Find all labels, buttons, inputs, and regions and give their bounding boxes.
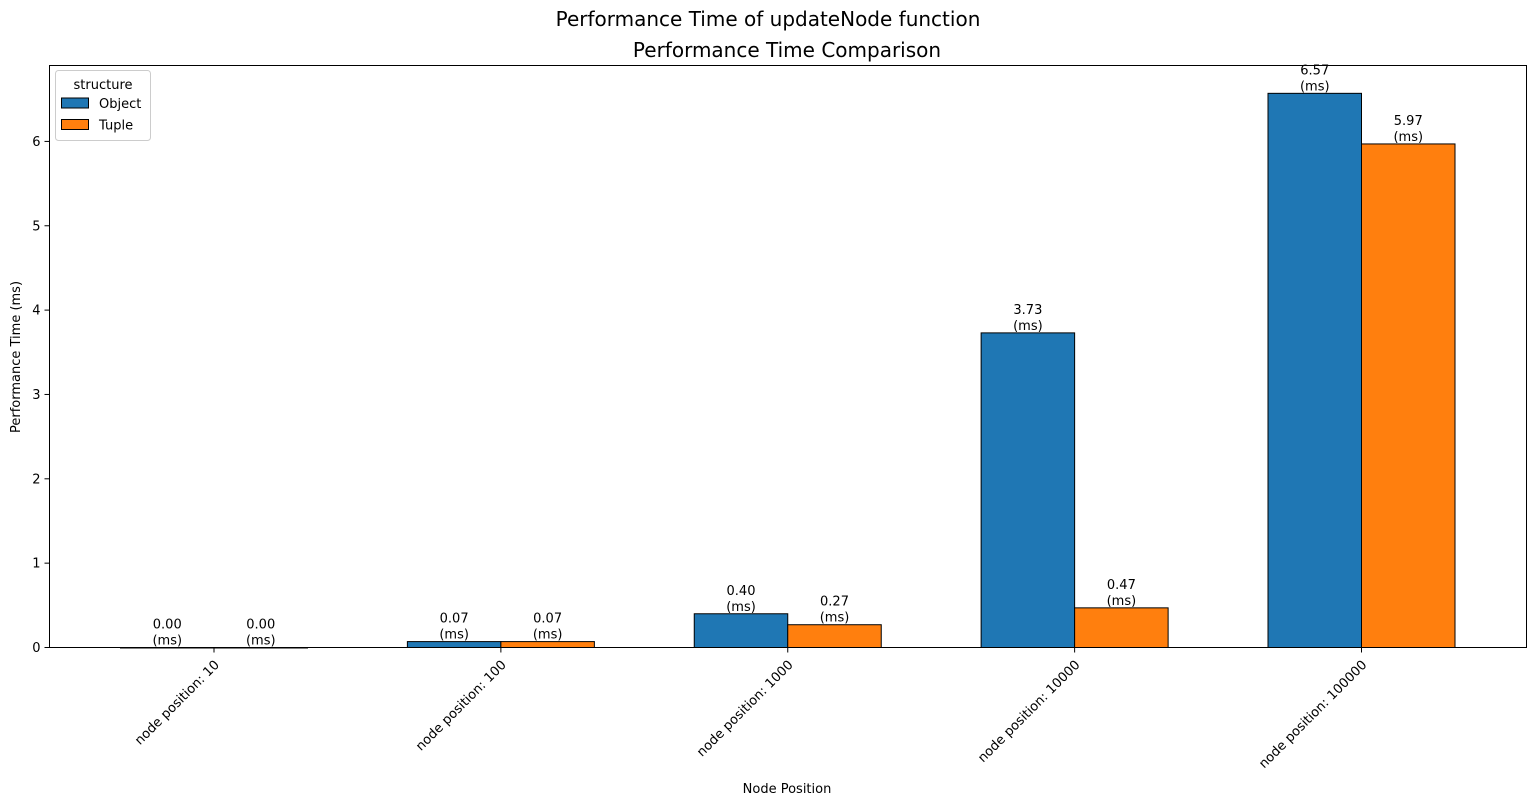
x-axis-label: Node Position <box>743 782 832 797</box>
bar-label-object-1: 0.07 (ms) <box>439 612 469 643</box>
y-axis-label: Performance Time (ms) <box>9 281 24 433</box>
legend-swatch-object <box>61 97 89 109</box>
bar-tuple-3 <box>1074 607 1169 648</box>
legend-title: structure <box>74 78 133 93</box>
legend-swatch-tuple <box>61 119 89 130</box>
y-tick-label-4: 4 <box>32 304 40 319</box>
chart-title: Performance Time Comparison <box>633 38 941 62</box>
x-tick-label-1: node position: 100 <box>413 658 509 754</box>
bar-tuple-2 <box>787 624 882 648</box>
legend: structure Object Tuple <box>55 70 151 141</box>
plot-area: 0.00 (ms) 0.07 (ms) 0.40 (ms) 3.73 (ms) 6.57 (ms)… <box>32 63 1456 772</box>
bar-label-tuple-1: 0.07 (ms) <box>533 612 563 643</box>
bar-tuple-4 <box>1361 143 1456 648</box>
y-tick-label-2: 2 <box>32 472 40 487</box>
y-tick-label-1: 1 <box>32 557 40 572</box>
bar-label-tuple-4: 5.97 (ms) <box>1393 114 1423 145</box>
plot-frame <box>49 65 1527 648</box>
bar-object-2 <box>693 613 789 648</box>
bar-label-object-4: 6.57 (ms) <box>1300 63 1330 94</box>
y-tick-label-6: 6 <box>32 135 40 150</box>
bar-object-4 <box>1267 92 1362 649</box>
y-tick-label-5: 5 <box>32 219 40 234</box>
figure-suptitle: Performance Time of updateNode function <box>556 7 981 31</box>
x-tick-label-0: node position: 10 <box>132 658 223 749</box>
bar-label-object-0: 0.00 (ms) <box>152 618 182 649</box>
bar-label-object-3: 3.73 (ms) <box>1013 303 1043 334</box>
bar-label-tuple-3: 0.47 (ms) <box>1107 578 1137 609</box>
legend-label-tuple: Tuple <box>98 119 133 134</box>
bar-label-object-2: 0.40 (ms) <box>726 584 756 615</box>
x-tick-label-3: node position: 10000 <box>975 658 1083 766</box>
bar-label-tuple-0: 0.00 (ms) <box>246 618 276 649</box>
bar-object-3 <box>980 332 1076 648</box>
y-tick-label-3: 3 <box>32 388 40 403</box>
legend-label-object: Object <box>99 97 141 112</box>
x-tick-label-4: node position: 100000 <box>1256 658 1370 772</box>
x-tick-label-2: node position: 1000 <box>694 658 796 760</box>
bar-label-tuple-2: 0.27 (ms) <box>820 595 850 626</box>
y-tick-label-0: 0 <box>32 641 40 656</box>
